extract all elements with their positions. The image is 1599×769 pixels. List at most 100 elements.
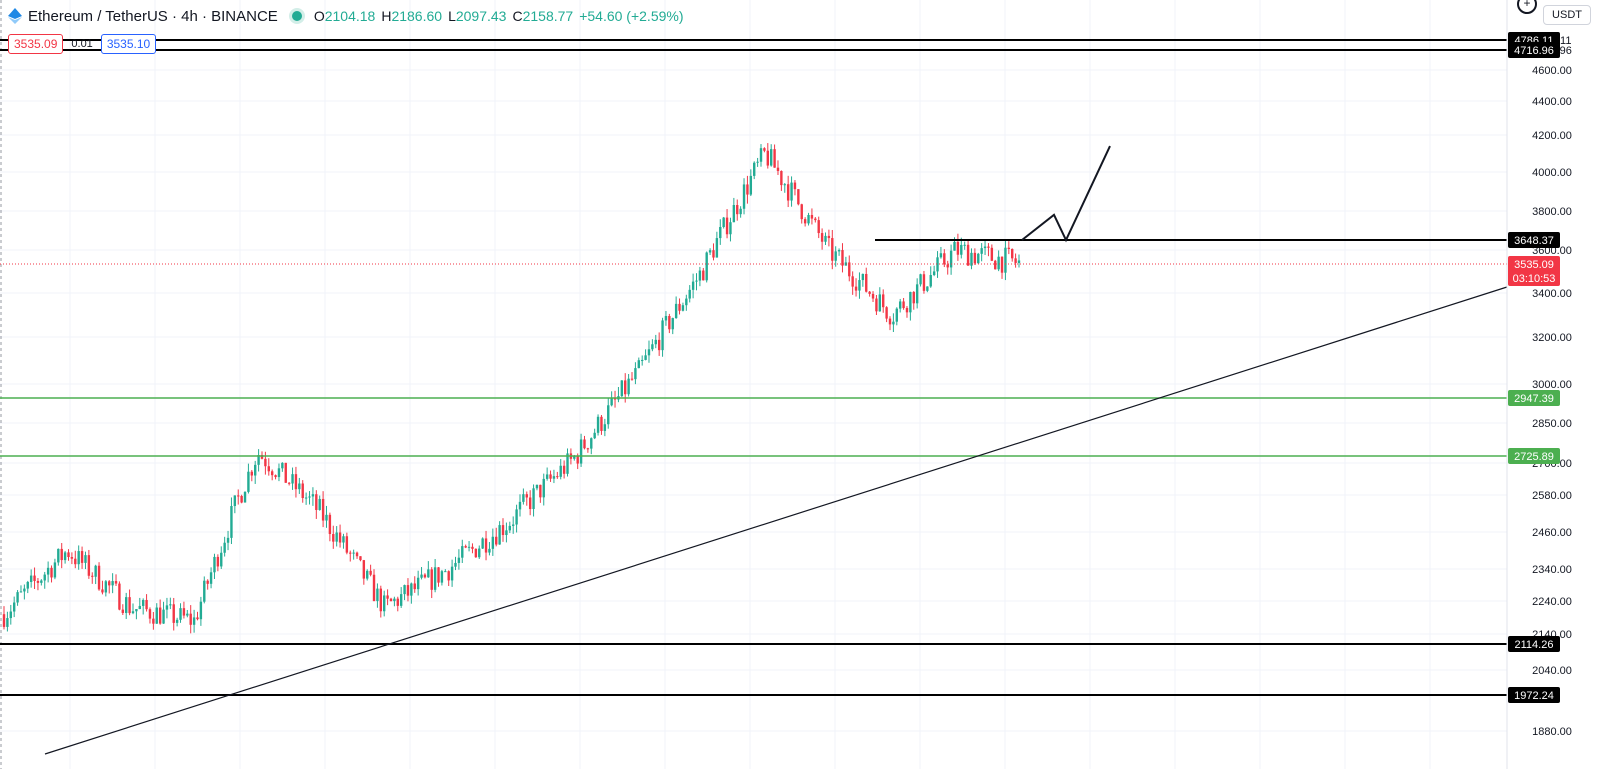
- close-label: C: [512, 8, 523, 24]
- candle-body: [698, 270, 702, 281]
- candle-body: [905, 308, 909, 313]
- candle-body: [226, 537, 230, 543]
- candle-body: [203, 580, 206, 602]
- candle-body: [783, 184, 786, 186]
- candle-body: [389, 598, 393, 602]
- candle-body: [114, 581, 118, 584]
- candle-body: [23, 588, 26, 592]
- candle-body: [223, 542, 226, 553]
- candle-body: [766, 150, 769, 166]
- candle-body: [155, 607, 158, 624]
- market-status-icon[interactable]: [291, 11, 302, 21]
- price-axis[interactable]: 4786.114716.964600.004400.004200.004000.…: [1506, 0, 1599, 769]
- candle-body: [759, 148, 763, 162]
- candle-body: [138, 605, 141, 610]
- candle-body: [926, 286, 929, 291]
- candle-body: [63, 552, 67, 561]
- candle-body: [865, 273, 868, 292]
- candle-body: [607, 405, 610, 425]
- candle-body: [688, 289, 691, 299]
- candle-body: [366, 570, 369, 579]
- candle-body: [57, 548, 60, 563]
- candle-body: [528, 497, 532, 510]
- candle-body: [946, 264, 949, 268]
- axis-tick-label: 2040.00: [1532, 665, 1572, 677]
- current-price-badge: [1508, 256, 1560, 286]
- candle-body: [471, 546, 474, 549]
- candle-body: [87, 555, 91, 576]
- candle-body: [342, 536, 345, 543]
- candle-body: [162, 609, 165, 624]
- level-price-badge: [1508, 636, 1560, 652]
- candle-body: [478, 548, 481, 558]
- candle-body: [637, 360, 640, 369]
- plus-circle-icon[interactable]: +: [1517, 0, 1537, 14]
- candle-body: [19, 591, 23, 593]
- candle-body: [603, 424, 607, 431]
- candle-body: [393, 598, 396, 602]
- currency-button[interactable]: USDT: [1543, 5, 1591, 25]
- candle-body: [121, 609, 125, 613]
- projection-path[interactable]: [1021, 145, 1111, 243]
- candle-body: [593, 432, 596, 439]
- candle-body: [858, 280, 861, 291]
- candle-body: [668, 316, 671, 330]
- ethereum-icon: [8, 8, 22, 24]
- candle-body: [43, 574, 46, 581]
- candle-body: [895, 308, 898, 322]
- candle-body: [267, 466, 270, 472]
- candle-body: [199, 601, 203, 620]
- level-price-badge: [1508, 232, 1560, 248]
- symbol-title[interactable]: Ethereum / TetherUS · 4h · BINANCE: [28, 7, 278, 25]
- candle-body: [328, 514, 332, 535]
- candle-body: [647, 349, 651, 356]
- candle-body: [332, 534, 335, 542]
- buy-button[interactable]: 3535.10: [100, 34, 157, 54]
- level-price-badge: [1508, 390, 1560, 406]
- candle-body: [725, 217, 729, 235]
- axis-tick-label: 3800.00: [1532, 206, 1572, 218]
- candle-body: [939, 253, 943, 258]
- axis-tick-label: 3200.00: [1532, 332, 1572, 344]
- candle-body: [495, 536, 498, 545]
- candle-body: [270, 471, 274, 476]
- candle-body: [994, 260, 997, 270]
- candle-body: [77, 551, 80, 565]
- candle-body: [685, 298, 688, 306]
- candle-body: [902, 301, 905, 309]
- candle-body: [141, 599, 145, 606]
- candle-body: [681, 305, 685, 311]
- candle-body: [281, 462, 284, 469]
- candle-body: [304, 497, 308, 499]
- level-price-badge: [1508, 687, 1560, 703]
- candle-body: [125, 597, 128, 613]
- candle-body: [702, 270, 705, 281]
- candle-body: [834, 251, 837, 261]
- candle-body: [661, 320, 664, 351]
- candle-body: [321, 498, 325, 521]
- candle-body: [922, 274, 926, 291]
- candle-body: [875, 298, 878, 312]
- candle-body: [335, 532, 338, 542]
- high-label: H: [381, 8, 392, 24]
- level-price-label: 4716.96: [1514, 45, 1554, 57]
- candle-body: [943, 253, 946, 265]
- candle-body: [780, 170, 783, 186]
- candle-body: [576, 456, 579, 464]
- candle-body: [579, 439, 583, 464]
- ascending-trendline[interactable]: [44, 286, 1508, 755]
- level-price-label: 1972.24: [1514, 690, 1554, 702]
- axis-tick-label: 4600.00: [1532, 65, 1572, 77]
- candle-body: [427, 569, 430, 578]
- candle-body: [756, 161, 759, 163]
- sell-button[interactable]: 3535.09: [8, 34, 64, 54]
- axis-tick-label: 4200.00: [1532, 130, 1572, 142]
- symbol-header: Ethereum / TetherUS · 4h · BINANCE O 2104…: [8, 4, 684, 28]
- candle-body: [481, 538, 484, 549]
- levels-group[interactable]: [0, 39, 1507, 696]
- candle-body: [108, 581, 111, 586]
- axis-tick-label: 3000.00: [1532, 379, 1572, 391]
- candle-body: [932, 271, 936, 276]
- candle-body: [549, 474, 552, 479]
